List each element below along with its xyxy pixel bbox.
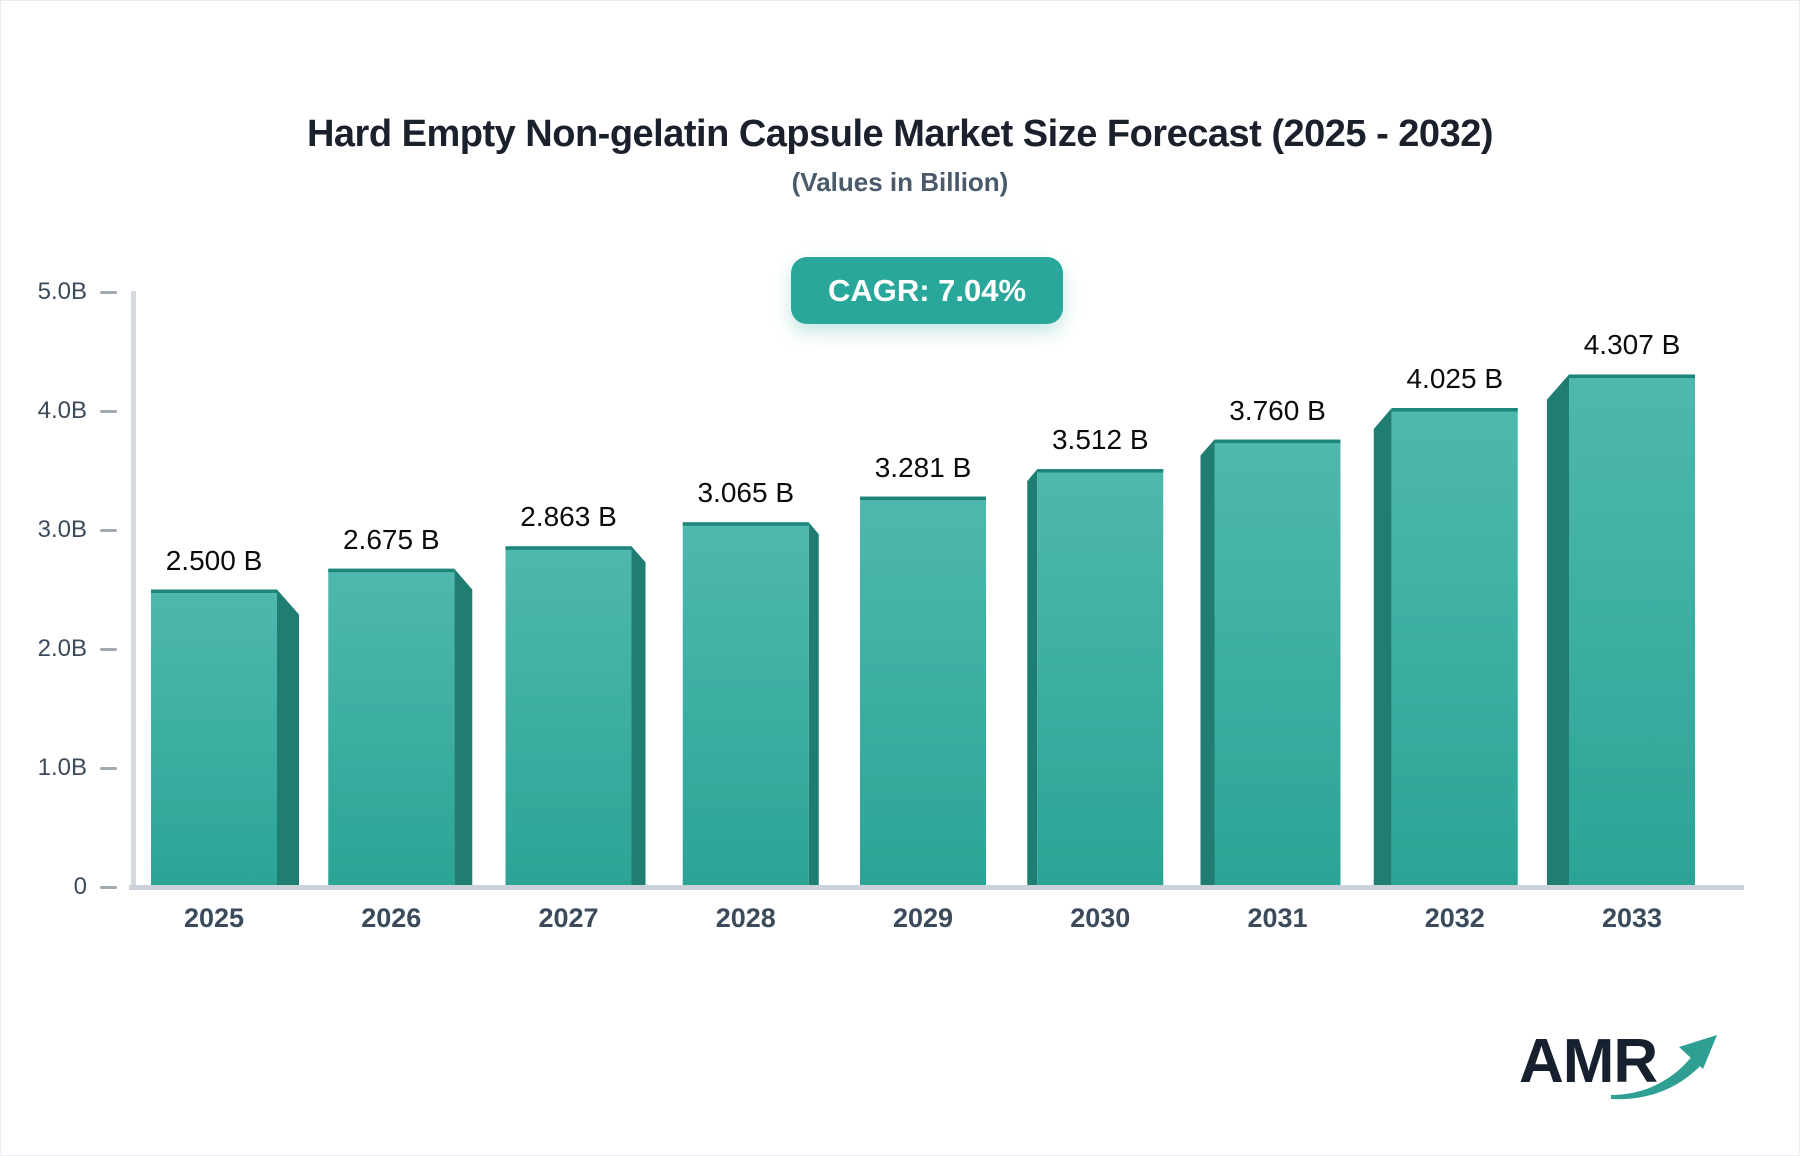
bar-value-label: 3.281 B [874,451,972,483]
y-tick-mark [100,291,117,294]
x-tick-label: 2030 [1070,903,1131,933]
y-tick-label: 5.0B [37,278,87,305]
bar-top-edge [328,568,455,573]
x-tick-label: 2025 [183,903,245,933]
y-tick-label: 1.0B [37,754,87,781]
chart-subtitle: (Values in Billion) [791,167,1009,197]
bar-top-edge [151,589,277,593]
x-tick-label: 2031 [1247,903,1308,933]
y-tick-mark [100,886,117,889]
y-tick-label: 4.0B [37,397,87,424]
y-tick-label: 2.0B [37,635,87,662]
y-axis-line [131,291,136,887]
bar-top-edge [1037,469,1164,473]
bar-2028 [682,522,809,889]
y-tick-mark [100,648,117,651]
y-tick-mark [100,410,117,413]
bar-side-face [277,589,299,887]
bar-value-label: 2.675 B [342,523,440,555]
bar-top-edge [505,546,632,550]
bar-2026 [328,568,455,889]
y-tick-label: 0 [73,873,87,900]
bar-2033 [1569,374,1695,889]
x-axis-baseline [129,885,1744,890]
y-tick-label: 3.0B [37,516,87,543]
bar-top-edge [1391,408,1518,412]
bar-value-label: 4.307 B [1583,329,1681,361]
amr-logo: AMR [1519,1017,1729,1107]
x-tick-label: 2028 [715,903,776,933]
bar-2025 [151,589,277,889]
bar-value-label: 3.760 B [1229,394,1326,426]
bar-value-label: 2.500 B [165,544,263,576]
bar-side-face [1200,439,1215,887]
chart-title: Hard Empty Non-gelatin Capsule Market Si… [306,113,1494,155]
x-tick-label: 2029 [892,903,954,933]
bar-2027 [505,546,632,889]
cagr-badge: CAGR: 7.04% [791,257,1063,324]
y-tick-mark [100,767,117,770]
bar-2031 [1214,439,1341,889]
x-tick-label: 2032 [1424,903,1485,933]
bar-top-edge [682,522,809,526]
bar-top-edge [860,496,986,501]
bar-side-face [1027,469,1038,887]
x-tick-label: 2026 [361,903,422,933]
bar-value-label: 3.512 B [1051,424,1149,456]
growth-arrow-icon [1611,1035,1717,1100]
bar-2030 [1037,469,1164,889]
bar-side-face [1373,408,1392,887]
bar-side-face [631,546,646,887]
bar-top-edge [1569,374,1695,378]
x-tick-label: 2027 [538,903,599,933]
y-tick-mark [100,529,117,532]
bar-top-edge [1214,439,1341,444]
bar-value-label: 3.065 B [697,477,795,509]
amr-logo-text: AMR [1519,1027,1658,1096]
bar-2032 [1391,408,1518,889]
bar-side-face [454,568,473,887]
bar-side-face [808,522,819,887]
bar-side-face [1547,374,1569,887]
x-tick-label: 2033 [1601,903,1663,933]
bar-value-label: 4.025 B [1406,363,1504,395]
bar-value-label: 2.863 B [520,501,617,533]
bar-2029 [860,496,986,889]
